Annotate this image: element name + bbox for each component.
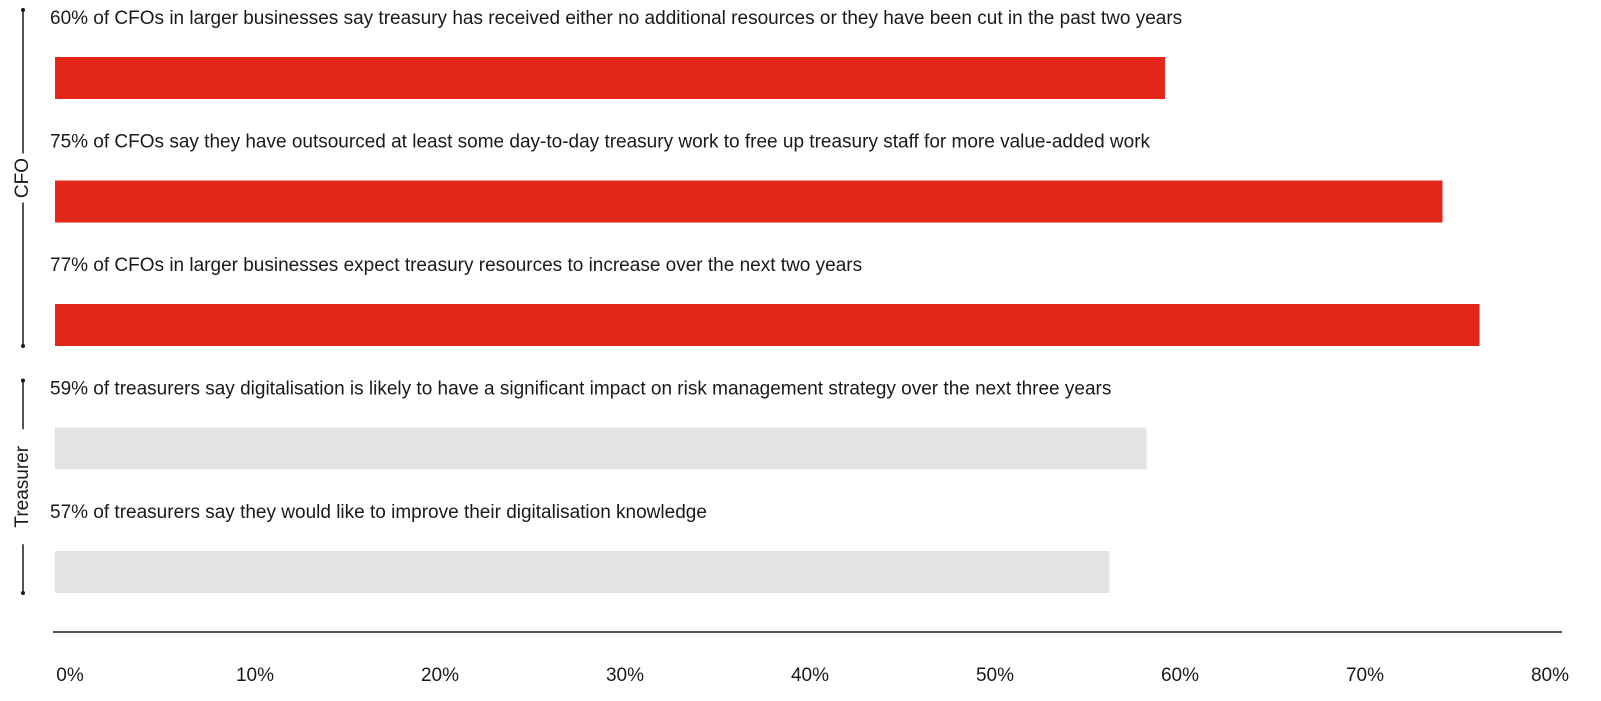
x-tick-label: 50% xyxy=(976,665,1014,686)
bar-label: 60% of CFOs in larger businesses say tre… xyxy=(50,8,1182,29)
bar-label: 75% of CFOs say they have outsourced at … xyxy=(50,132,1151,153)
group-label: CFO xyxy=(12,158,33,198)
bracket-end xyxy=(21,591,25,595)
bar xyxy=(55,180,1443,223)
bracket-end xyxy=(21,344,25,348)
x-tick-label: 70% xyxy=(1346,665,1384,686)
x-tick-label: 60% xyxy=(1161,665,1199,686)
bar xyxy=(55,427,1147,470)
bar-label: 57% of treasurers say they would like to… xyxy=(50,502,707,523)
x-tick-label: 20% xyxy=(421,665,459,686)
bracket-end xyxy=(21,8,25,12)
x-tick-label: 80% xyxy=(1531,665,1569,686)
bar-label: 77% of CFOs in larger businesses expect … xyxy=(50,255,862,276)
bar xyxy=(55,304,1480,346)
bracket-end xyxy=(21,378,25,383)
x-tick-label: 30% xyxy=(606,665,644,686)
group-label: Treasurer xyxy=(12,445,33,527)
bar xyxy=(55,57,1165,99)
x-tick-label: 40% xyxy=(791,665,829,686)
bar xyxy=(55,551,1110,593)
x-tick-label: 10% xyxy=(236,665,274,686)
bar-label: 59% of treasurers say digitalisation is … xyxy=(50,379,1111,400)
x-tick-label: 0% xyxy=(56,665,84,686)
